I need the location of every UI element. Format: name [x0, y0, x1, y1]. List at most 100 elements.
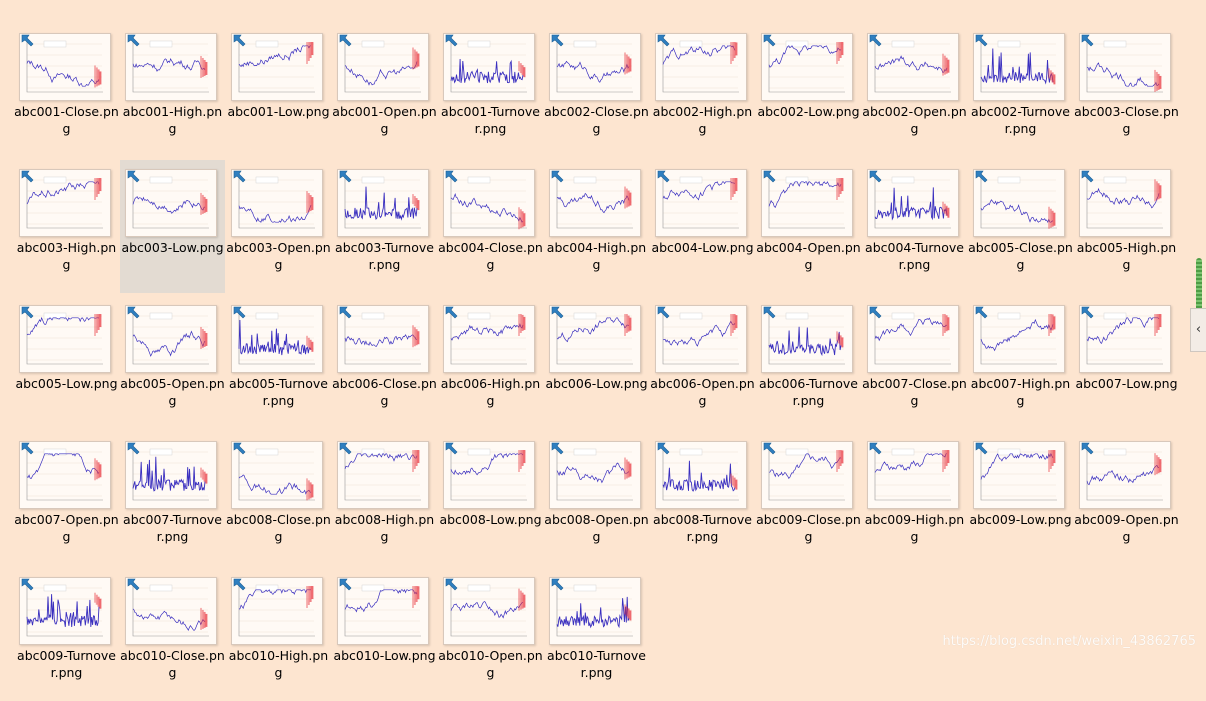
file-name: abc007-Turnover.png — [123, 512, 222, 544]
thumbnail-image — [337, 305, 429, 373]
pin-icon — [21, 442, 34, 455]
pin-icon — [1081, 34, 1094, 47]
pin-icon — [869, 306, 882, 319]
file-item[interactable]: abc004-Turnover.png — [862, 160, 967, 293]
thumbnail-plot — [450, 584, 527, 637]
thumbnail-plot — [450, 40, 527, 93]
pin-icon — [233, 170, 246, 183]
file-name: abc003-Low.png — [121, 240, 224, 255]
file-item[interactable]: abc008-Low.png — [438, 432, 543, 565]
file-item[interactable]: abc007-Open.png — [14, 432, 119, 565]
thumbnail-plot — [662, 40, 739, 93]
file-item[interactable]: abc009-Open.png — [1074, 432, 1179, 565]
file-item[interactable]: abc007-Close.png — [862, 296, 967, 429]
thumbnail-image — [231, 169, 323, 237]
file-name: abc006-High.png — [440, 376, 541, 408]
file-name: abc003-High.png — [16, 240, 117, 272]
file-item[interactable]: abc010-High.png — [226, 568, 331, 701]
thumbnail-image — [1079, 33, 1171, 101]
file-item[interactable]: abc009-High.png — [862, 432, 967, 565]
file-item[interactable]: abc004-Open.png — [756, 160, 861, 293]
file-item[interactable]: abc005-High.png — [1074, 160, 1179, 293]
file-item[interactable]: abc001-Low.png — [226, 24, 331, 157]
file-item[interactable]: abc003-High.png — [14, 160, 119, 293]
file-item[interactable]: abc006-Open.png — [650, 296, 755, 429]
file-item[interactable]: abc002-High.png — [650, 24, 755, 157]
file-item[interactable]: abc005-Turnover.png — [226, 296, 331, 429]
thumbnail-plot — [450, 448, 527, 501]
file-name: abc008-Low.png — [439, 512, 542, 527]
thumbnail-image — [125, 305, 217, 373]
thumbnail-image — [655, 169, 747, 237]
file-item[interactable]: abc001-Turnover.png — [438, 24, 543, 157]
thumbnail-plot — [874, 312, 951, 365]
thumbnail-plot — [132, 176, 209, 229]
file-item[interactable]: abc009-Low.png — [968, 432, 1073, 565]
pin-icon — [975, 442, 988, 455]
file-item[interactable]: abc004-Low.png — [650, 160, 755, 293]
file-name: abc002-Open.png — [862, 104, 967, 136]
pin-icon — [763, 442, 776, 455]
file-item[interactable]: abc003-Open.png — [226, 160, 331, 293]
file-item[interactable]: abc010-Close.png — [120, 568, 225, 701]
thumbnail-plot — [556, 448, 633, 501]
pin-icon — [657, 306, 670, 319]
thumbnail-image — [549, 305, 641, 373]
file-name: abc001-High.png — [122, 104, 223, 136]
file-item[interactable]: abc010-Open.png — [438, 568, 543, 701]
file-item[interactable]: abc009-Close.png — [756, 432, 861, 565]
file-item[interactable]: abc003-Low.png — [120, 160, 225, 293]
thumbnail-plot — [344, 448, 421, 501]
file-item[interactable]: abc008-High.png — [332, 432, 437, 565]
thumbnail-plot — [132, 312, 209, 365]
file-item[interactable]: abc001-Open.png — [332, 24, 437, 157]
file-item[interactable]: abc008-Turnover.png — [650, 432, 755, 565]
scrollbar-thumb[interactable] — [1196, 258, 1202, 318]
file-name: abc009-Low.png — [969, 512, 1072, 527]
file-item[interactable]: abc001-Close.png — [14, 24, 119, 157]
file-item[interactable]: abc010-Turnover.png — [544, 568, 649, 701]
file-name: abc006-Open.png — [650, 376, 755, 408]
file-item[interactable]: abc007-Low.png — [1074, 296, 1179, 429]
thumbnail-image — [549, 169, 641, 237]
file-item[interactable]: abc007-Turnover.png — [120, 432, 225, 565]
file-item[interactable]: abc003-Turnover.png — [332, 160, 437, 293]
thumbnail-plot — [768, 448, 845, 501]
file-item[interactable]: abc002-Turnover.png — [968, 24, 1073, 157]
file-name: abc005-Low.png — [15, 376, 118, 391]
vertical-scrollbar[interactable] — [1194, 258, 1204, 318]
thumbnail-image — [337, 33, 429, 101]
file-item[interactable]: abc006-Turnover.png — [756, 296, 861, 429]
pin-icon — [1081, 306, 1094, 319]
pin-icon — [233, 306, 246, 319]
file-item[interactable]: abc005-Close.png — [968, 160, 1073, 293]
thumbnail-image — [1079, 305, 1171, 373]
file-item[interactable]: abc002-Close.png — [544, 24, 649, 157]
file-item[interactable]: abc009-Turnover.png — [14, 568, 119, 701]
file-item[interactable]: abc006-High.png — [438, 296, 543, 429]
file-item[interactable]: abc008-Open.png — [544, 432, 649, 565]
file-item[interactable]: abc008-Close.png — [226, 432, 331, 565]
file-name: abc009-Close.png — [756, 512, 861, 544]
file-item[interactable]: abc005-Low.png — [14, 296, 119, 429]
file-item[interactable]: abc002-Open.png — [862, 24, 967, 157]
file-name: abc003-Turnover.png — [335, 240, 434, 272]
thumbnail-plot — [344, 176, 421, 229]
file-item[interactable]: abc003-Close.png — [1074, 24, 1179, 157]
pin-icon — [657, 170, 670, 183]
thumbnail-plot — [768, 312, 845, 365]
pin-icon — [445, 34, 458, 47]
thumbnail-image — [973, 33, 1065, 101]
file-item[interactable]: abc006-Low.png — [544, 296, 649, 429]
thumbnail-plot — [238, 176, 315, 229]
file-item[interactable]: abc004-High.png — [544, 160, 649, 293]
file-item[interactable]: abc005-Open.png — [120, 296, 225, 429]
thumbnail-plot — [238, 312, 315, 365]
file-item[interactable]: abc001-High.png — [120, 24, 225, 157]
file-item[interactable]: abc007-High.png — [968, 296, 1073, 429]
file-item[interactable]: abc010-Low.png — [332, 568, 437, 701]
file-item[interactable]: abc006-Close.png — [332, 296, 437, 429]
file-item[interactable]: abc004-Close.png — [438, 160, 543, 293]
file-item[interactable]: abc002-Low.png — [756, 24, 861, 157]
collapse-panel-button[interactable]: ‹ — [1190, 308, 1206, 352]
